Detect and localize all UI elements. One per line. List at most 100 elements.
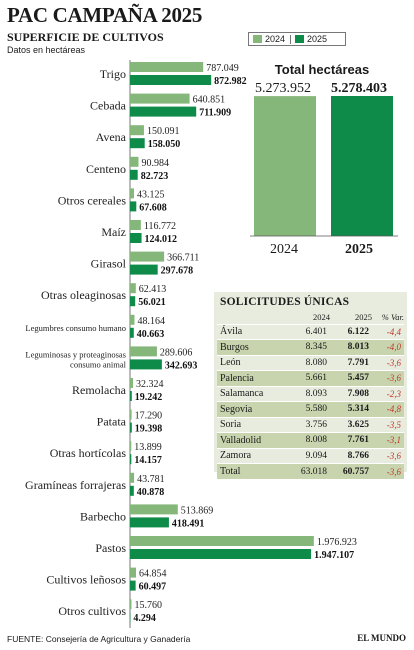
category-label: Maíz xyxy=(101,225,126,239)
bar-2024 xyxy=(130,504,178,515)
bar-2024 xyxy=(130,188,135,199)
legend-label-2024: 2024 xyxy=(265,34,286,44)
total-bar-2024 xyxy=(254,96,316,236)
bar-2025 xyxy=(130,75,212,85)
table-row: Ávila 6.401 6.122 -4,4 xyxy=(217,323,404,340)
value-label-2025: 124.012 xyxy=(145,234,178,245)
table-row: Valladolid 8.008 7.761 -3,1 xyxy=(217,432,404,448)
table-cell-province: Ávila xyxy=(217,323,289,340)
legend-separator xyxy=(290,34,292,44)
bar-2025 xyxy=(130,296,136,307)
total-bar-2025 xyxy=(331,96,393,236)
value-label-2024: 32.324 xyxy=(136,379,164,390)
value-label-2025: 4.294 xyxy=(133,613,156,624)
table-cell-2024: 6.401 xyxy=(288,323,331,340)
value-label-2025: 56.021 xyxy=(138,297,166,308)
category-label: Otras hortícolas xyxy=(50,446,127,460)
bar-2025 xyxy=(130,549,312,559)
category-label: Leguminosas y proteaginosas xyxy=(25,349,126,359)
category-label: Patata xyxy=(97,415,127,429)
table-title: SOLICITUDES ÚNICAS xyxy=(220,296,350,308)
table-header-province xyxy=(217,311,288,324)
value-label-2025: 872.982 xyxy=(214,76,247,87)
value-label-2024: 787.049 xyxy=(206,63,239,74)
table-cell-2024: 9.094 xyxy=(288,447,331,464)
category-label: Cebada xyxy=(90,99,127,113)
value-label-2024: 116.772 xyxy=(144,221,176,232)
bar-2024 xyxy=(130,220,141,230)
bar-2024 xyxy=(130,441,132,452)
value-label-2024: 64.854 xyxy=(139,569,167,580)
table-row: Segovia 5.580 5.314 -4,8 xyxy=(217,401,404,417)
table-cell-2024: 8.345 xyxy=(288,339,331,355)
bar-2024 xyxy=(130,567,137,578)
bar-2025 xyxy=(130,391,132,401)
table-cell-province: Valladolid xyxy=(217,432,289,448)
bar-2025 xyxy=(130,233,142,243)
table-cell-var: -3,5 xyxy=(371,416,404,433)
category-label: Otros cereales xyxy=(58,193,127,207)
legend-item-2024: 2024 xyxy=(249,34,285,44)
bar-2024 xyxy=(130,378,134,388)
value-label-2025: 297.678 xyxy=(161,266,194,277)
value-label-2024: 62.413 xyxy=(139,284,167,295)
table-header-var: % Var. xyxy=(381,312,404,323)
table-cell-2024: 8.093 xyxy=(288,385,331,402)
category-label: Otras oleaginosas xyxy=(41,288,126,302)
bar-2025 xyxy=(130,359,162,370)
bar-2024 xyxy=(130,93,190,104)
table-row: Burgos 8.345 8.013 -4,0 xyxy=(217,339,404,355)
table-cell-var: -3,6 xyxy=(371,463,404,479)
bar-2024 xyxy=(130,536,314,546)
bar-2025 xyxy=(130,106,197,117)
table-cell-2025: 5.457 xyxy=(330,370,372,386)
category-label: Cultivos leñosos xyxy=(46,573,126,587)
table-cell-var: -2,3 xyxy=(371,385,404,402)
bar-2025 xyxy=(130,485,134,496)
bar-2024 xyxy=(130,599,132,610)
value-label-2025: 342.693 xyxy=(165,360,198,371)
legend-swatch-2025 xyxy=(295,35,305,43)
table-cell-var: -4,8 xyxy=(371,401,404,417)
table-cell-2024: 8.008 xyxy=(288,432,331,448)
bar-2025 xyxy=(130,422,132,433)
table-row: Soria 3.756 3.625 -3,5 xyxy=(217,416,404,433)
value-label-2025: 82.723 xyxy=(141,171,169,182)
value-label-2025: 158.050 xyxy=(148,139,181,150)
bar-2024 xyxy=(130,125,144,136)
bar-2024 xyxy=(130,409,132,420)
bar-2024 xyxy=(130,251,165,262)
table-cell-2025: 8.013 xyxy=(330,339,372,355)
table-cell-var: -3,1 xyxy=(371,432,404,448)
total-value-2025: 5.278.403 xyxy=(331,81,387,96)
table-cell-2025: 8.766 xyxy=(330,447,372,464)
value-label-2025: 19.398 xyxy=(135,424,163,435)
bar-2024 xyxy=(130,314,135,325)
table-cell-2024: 8.080 xyxy=(288,354,331,371)
bar-2024 xyxy=(130,346,157,357)
category-label: Barbecho xyxy=(80,509,126,523)
bar-2025 xyxy=(130,580,136,591)
bar-2025 xyxy=(130,138,145,149)
table-row: Zamora 9.094 8.766 -3,6 xyxy=(217,447,404,464)
legend-item-2025: 2025 xyxy=(291,34,327,44)
value-label-2024: 289.606 xyxy=(160,347,193,358)
table-cell-province: Zamora xyxy=(217,447,289,464)
value-label-2024: 366.711 xyxy=(167,253,199,264)
bar-2025 xyxy=(130,327,134,338)
category-label: Centeno xyxy=(86,162,126,176)
legend: 2024 2025 xyxy=(248,32,346,46)
solicitudes-table: 2024 2025 % Var. Ávila 6.401 6.122 -4,4 Burg… xyxy=(217,311,404,479)
category-label: Otros cultivos xyxy=(58,604,126,618)
solicitudes-table-panel: SOLICITUDES ÚNICAS 2024 2025 % Var. Ávil… xyxy=(214,292,407,479)
table-cell-2025: 6.122 xyxy=(330,323,372,340)
table-cell-2024: 3.756 xyxy=(288,416,331,433)
total-year-2025: 2025 xyxy=(345,242,373,257)
table-cell-2025: 7.908 xyxy=(330,385,372,402)
bar-2025 xyxy=(130,264,158,275)
bar-2025 xyxy=(130,517,169,528)
table-cell-province: Salamanca xyxy=(217,385,289,402)
table-header-row: 2024 2025 % Var. xyxy=(217,311,404,324)
category-label: Legumbres consumo humano xyxy=(25,323,126,333)
